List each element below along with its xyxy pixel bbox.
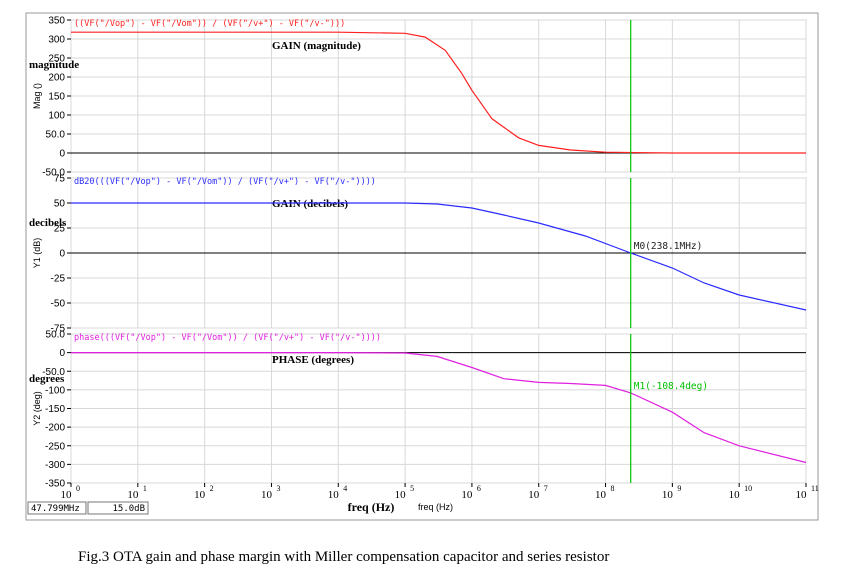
y-tick-label: 25 <box>54 224 66 235</box>
x-tick-label: 10 <box>662 489 674 501</box>
y-tick-label: 300 <box>48 35 65 46</box>
y-tick-label: -200 <box>45 423 65 434</box>
y-tick-label: 0 <box>59 348 65 359</box>
y-tick-label: -50.0 <box>42 367 65 378</box>
x-tick-exponent: 3 <box>276 484 280 493</box>
x-tick-label: 10 <box>61 489 73 501</box>
expression-label: ((VF("/Vop") - VF("/Vom")) / (VF("/v+") … <box>74 19 345 29</box>
plot-panel-3: 50.0 0 -50.0 -100 -150 -200 -250 -300 -350 phase(… <box>29 330 807 490</box>
freq-readout-box <box>27 501 87 515</box>
x-tick-exponent: 8 <box>611 484 615 493</box>
freq-readout: 47.799MHz <box>31 504 80 514</box>
x-tick-exponent: 10 <box>744 484 752 493</box>
series-line <box>71 202 807 311</box>
y-tick-label: 50.0 <box>46 330 66 341</box>
value-readout: 15.0dB <box>112 504 145 514</box>
x-tick-label: 10 <box>461 489 473 501</box>
x-tick-exponent: 2 <box>210 484 214 493</box>
figure-caption: Fig.3 OTA gain and phase margin with Mil… <box>78 549 610 565</box>
x-tick-exponent: 7 <box>544 484 548 493</box>
y-axis-label: Y2 (deg) <box>32 391 42 426</box>
x-tick-label: 10 <box>194 489 206 501</box>
marker-label: M0(238.1MHz) <box>634 241 703 252</box>
y-tick-label: -300 <box>45 460 65 471</box>
y-tick-label: 75 <box>54 174 66 185</box>
x-axis-label-small: freq (Hz) <box>418 502 453 512</box>
x-tick-label: 10 <box>595 489 607 501</box>
y-tick-label: 100 <box>48 111 65 122</box>
plot-panel-2: 75 50 25 0 -25 -50 -75 dB20(((VF("/Vop") - VF("… <box>29 174 807 335</box>
value-readout-box <box>87 501 149 515</box>
panel-title: GAIN (magnitude) <box>272 40 361 52</box>
panel-title: PHASE (degrees) <box>272 354 354 366</box>
x-tick-label: 10 <box>127 489 139 501</box>
x-tick-exponent: 9 <box>677 484 681 493</box>
x-tick-exponent: 0 <box>76 484 80 493</box>
y-axis-label: Y1 (dB) <box>32 238 42 269</box>
marker-label: M1(-108.4deg) <box>634 381 708 392</box>
x-tick-exponent: 1 <box>143 484 147 493</box>
y-tick-label: 50.0 <box>46 130 66 141</box>
y-tick-label: 50 <box>54 199 66 210</box>
y-axis-label: Mag () <box>32 83 42 109</box>
x-axis-label: freq (Hz) <box>348 500 395 514</box>
expression-label: phase(((VF("/Vop") - VF("/Vom")) / (VF("… <box>74 333 381 343</box>
x-tick-label: 10 <box>395 489 407 501</box>
side-label: decibels <box>29 217 67 229</box>
x-tick-label: 10 <box>796 489 808 501</box>
series-line <box>71 352 807 464</box>
panel-title: GAIN (decibels) <box>272 198 348 210</box>
side-label: magnitude <box>29 59 79 71</box>
y-tick-label: 250 <box>48 54 65 65</box>
y-tick-label: -50.0 <box>42 168 65 179</box>
y-tick-label: -75 <box>51 324 66 335</box>
x-tick-exponent: 5 <box>410 484 414 493</box>
x-tick-label: 10 <box>328 489 340 501</box>
y-tick-label: -50 <box>51 299 66 310</box>
y-tick-label: 200 <box>48 73 65 84</box>
x-tick-exponent: 6 <box>477 484 481 493</box>
x-tick-exponent: 4 <box>343 484 347 493</box>
y-tick-label: -25 <box>51 274 66 285</box>
x-tick-label: 10 <box>528 489 540 501</box>
x-tick-label: 10 <box>261 489 273 501</box>
y-tick-label: 0 <box>59 149 65 160</box>
side-label: degrees <box>29 373 65 385</box>
y-tick-label: 0 <box>59 249 65 260</box>
expression-label: dB20(((VF("/Vop") - VF("/Vom")) / (VF("/… <box>74 177 376 187</box>
x-tick-exponent: 11 <box>811 484 819 493</box>
y-tick-label: -100 <box>45 385 65 396</box>
y-tick-label: -350 <box>45 479 65 490</box>
y-tick-label: -150 <box>45 404 65 415</box>
y-tick-label: 350 <box>48 16 65 27</box>
series-line <box>71 31 806 154</box>
y-tick-label: -250 <box>45 441 65 452</box>
x-tick-label: 10 <box>729 489 741 501</box>
plot-panel-1: 350 300 250 200 150 100 50.0 0 -50.0 ((VF("/Vop")… <box>29 16 807 179</box>
y-tick-label: 150 <box>48 92 65 103</box>
